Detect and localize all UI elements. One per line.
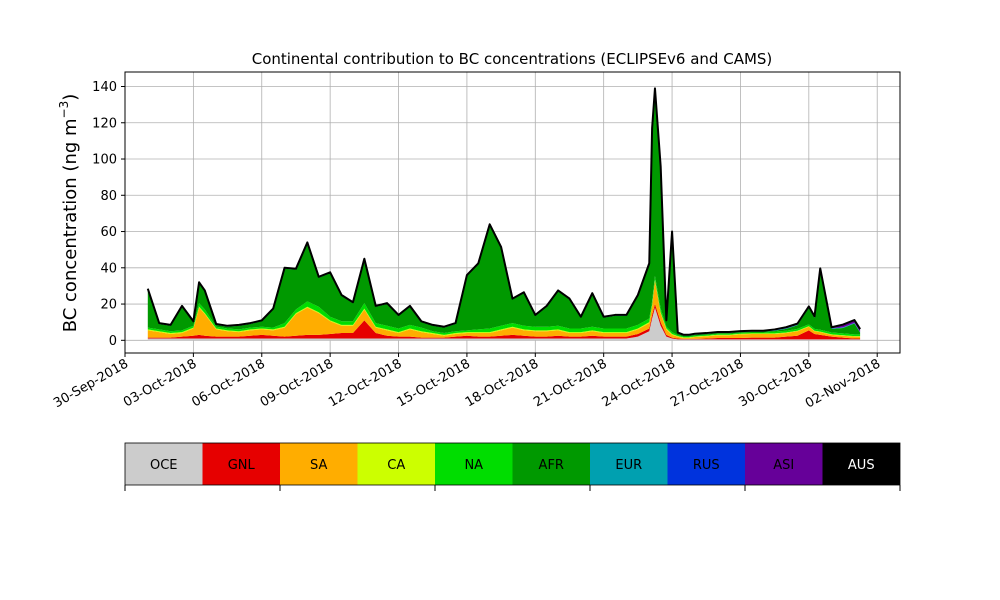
legend-frame	[124, 442, 901, 486]
y-tick-label: 40	[100, 261, 117, 276]
legend-swatch-aus	[822, 443, 900, 485]
legend-label-asi: ASI	[773, 458, 794, 473]
legend-swatch-eur	[590, 443, 668, 485]
legend-swatch-rus	[667, 443, 745, 485]
x-axis-ticks: 30-Sep-201803-Oct-201806-Oct-201809-Oct-…	[51, 353, 883, 411]
chart-title: Continental contribution to BC concentra…	[252, 50, 773, 68]
x-tick-label: 30-Sep-2018	[51, 356, 131, 411]
area-sa	[147, 280, 861, 339]
area-afr	[147, 89, 861, 337]
y-tick-label: 60	[100, 225, 117, 240]
y-tick-label: 120	[92, 116, 117, 131]
x-tick-label: 18-Oct-2018	[463, 356, 541, 410]
x-tick-label: 21-Oct-2018	[531, 356, 609, 410]
legend-label-rus: RUS	[693, 458, 720, 473]
y-tick-label: 80	[100, 189, 117, 204]
legend-label-na: NA	[464, 458, 483, 473]
y-tick-label: 20	[100, 298, 117, 313]
y-tick-label: 140	[92, 80, 117, 95]
y-axis-label: BC concentration (ng m−3)	[57, 94, 81, 333]
x-tick-label: 30-Oct-2018	[736, 356, 814, 410]
stacked-area-layer	[147, 88, 861, 341]
area-ca	[147, 279, 861, 338]
x-tick-label: 03-Oct-2018	[121, 356, 199, 410]
x-tick-label: 15-Oct-2018	[395, 356, 473, 410]
legend-label-ca: CA	[387, 458, 405, 473]
legend-swatch-sa	[280, 443, 358, 485]
legend-swatch-asi	[745, 443, 823, 485]
legend-label-gnl: GNL	[228, 458, 256, 473]
x-tick-label: 02-Nov-2018	[803, 356, 883, 411]
x-tick-label: 09-Oct-2018	[258, 356, 336, 410]
legend-label-oce: OCE	[150, 458, 178, 473]
x-tick-label: 24-Oct-2018	[600, 356, 678, 410]
x-tick-label: 06-Oct-2018	[189, 356, 267, 410]
legend-label-aus: AUS	[848, 458, 875, 473]
legend-swatch-ca	[357, 443, 435, 485]
legend-swatch-afr	[512, 443, 590, 485]
total-line-layer	[146, 87, 861, 336]
y-tick-label: 100	[92, 153, 117, 168]
x-tick-label: 12-Oct-2018	[326, 356, 404, 410]
x-tick-label: 27-Oct-2018	[668, 356, 746, 410]
total-concentration-line	[146, 87, 861, 336]
legend-swatch-gnl	[202, 443, 280, 485]
y-tick-label: 0	[109, 334, 117, 349]
legend-label-eur: EUR	[615, 458, 642, 473]
plot-frame	[124, 71, 901, 354]
legend-label-afr: AFR	[539, 458, 564, 473]
area-na	[147, 275, 861, 338]
legend-swatch-oce	[125, 443, 203, 485]
y-axis-ticks: 0 20 40 60 80 100 120 140	[92, 80, 125, 349]
legend-swatch-na	[435, 443, 513, 485]
legend-label-sa: SA	[310, 458, 327, 473]
legend-colorbar: OCE GNL SA CA NA AFR EUR RUS ASI AUS	[124, 442, 901, 491]
